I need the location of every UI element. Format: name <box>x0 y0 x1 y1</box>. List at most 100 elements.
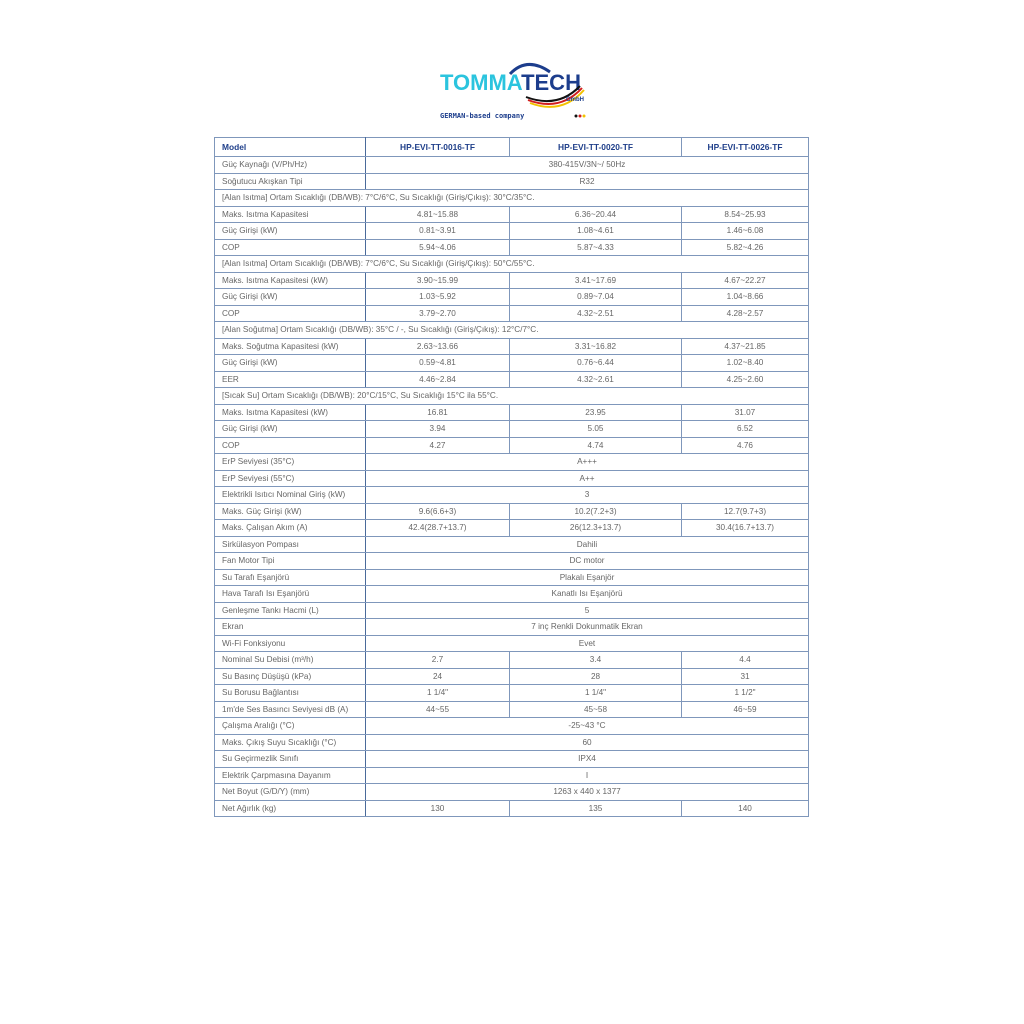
row-value: 6.36~20.44 <box>509 205 682 223</box>
table-row: Su Tarafı Eşanjörü Plakalı Eşanjör <box>214 568 809 586</box>
table-row: Güç Kaynağı (V/Ph/Hz) 380-415V/3N~/ 50Hz <box>214 156 809 174</box>
row-value-merged: A++ <box>365 469 809 487</box>
header-model-name: HP-EVI-TT-0020-TF <box>509 137 682 157</box>
table-row: EER 4.46~2.84 4.32~2.61 4.25~2.60 <box>214 370 809 388</box>
row-value: 1.02~8.40 <box>681 354 809 372</box>
row-label: Güç Girişi (kW) <box>214 288 366 306</box>
row-value: 46~59 <box>681 700 809 718</box>
section-row: [Sıcak Su] Ortam Sıcaklığı (DB/WB): 20°C… <box>214 387 809 405</box>
row-value: 44~55 <box>365 700 510 718</box>
row-value: 5.05 <box>509 420 682 438</box>
row-label: Fan Motor Tipi <box>214 552 366 570</box>
table-row: Güç Girişi (kW) 3.94 5.05 6.52 <box>214 420 809 438</box>
section-row: [Alan Isıtma] Ortam Sıcaklığı (DB/WB): 7… <box>214 255 809 273</box>
logo-text-tech: TECH <box>521 70 581 95</box>
row-value: 42.4(28.7+13.7) <box>365 519 510 537</box>
table-row: Çalışma Aralığı (°C) -25~43 °C <box>214 717 809 735</box>
row-label: Çalışma Aralığı (°C) <box>214 717 366 735</box>
row-value-merged: 60 <box>365 733 809 751</box>
table-row: COP 4.27 4.74 4.76 <box>214 436 809 454</box>
row-value: 1 1/4" <box>509 684 682 702</box>
table-row: Genleşme Tankı Hacmi (L) 5 <box>214 601 809 619</box>
row-value: 1.04~8.66 <box>681 288 809 306</box>
header-model-name: HP-EVI-TT-0016-TF <box>365 137 510 157</box>
row-label: Su Geçirmezlik Sınıfı <box>214 750 366 768</box>
row-label: Sirkülasyon Pompası <box>214 535 366 553</box>
row-value: 23.95 <box>509 403 682 421</box>
row-value-merged: IPX4 <box>365 750 809 768</box>
row-value: 0.76~6.44 <box>509 354 682 372</box>
row-value-merged: DC motor <box>365 552 809 570</box>
row-label: Güç Girişi (kW) <box>214 420 366 438</box>
row-value: 12.7(9.7+3) <box>681 502 809 520</box>
row-value: 4.32~2.51 <box>509 304 682 322</box>
row-value: 4.37~21.85 <box>681 337 809 355</box>
logo-wordmark: TOMMATECH <box>440 70 581 95</box>
row-value: 130 <box>365 799 510 817</box>
row-value: 28 <box>509 667 682 685</box>
row-value: 0.89~7.04 <box>509 288 682 306</box>
row-value: 30.4(16.7+13.7) <box>681 519 809 537</box>
table-row: Sirkülasyon Pompası Dahili <box>214 535 809 553</box>
row-value: 31 <box>681 667 809 685</box>
section-title: [Alan Isıtma] Ortam Sıcaklığı (DB/WB): 7… <box>214 255 809 273</box>
row-value: 1.03~5.92 <box>365 288 510 306</box>
table-row: 1m'de Ses Basıncı Seviyesi dB (A) 44~55 45… <box>214 700 809 718</box>
table-row: Maks. Çalışan Akım (A) 42.4(28.7+13.7) 26(… <box>214 519 809 537</box>
row-value: 4.81~15.88 <box>365 205 510 223</box>
row-value: 3.94 <box>365 420 510 438</box>
logo-tagline: GERMAN-based company <box>440 112 525 120</box>
row-label: Nominal Su Debisi (m³/h) <box>214 651 366 669</box>
tommatech-logo: TOMMATECH GmbH GERMAN-based company <box>440 63 586 120</box>
row-value-merged: -25~43 °C <box>365 717 809 735</box>
table-row: Su Geçirmezlik Sınıfı IPX4 <box>214 750 809 768</box>
row-value: 4.32~2.61 <box>509 370 682 388</box>
row-label: Net Ağırlık (kg) <box>214 799 366 817</box>
row-value: 2.7 <box>365 651 510 669</box>
table-row: ErP Seviyesi (55°C) A++ <box>214 469 809 487</box>
row-label: ErP Seviyesi (55°C) <box>214 469 366 487</box>
row-label: Su Borusu Bağlantısı <box>214 684 366 702</box>
section-row: [Alan Soğutma] Ortam Sıcaklığı (DB/WB): … <box>214 321 809 339</box>
table-row: Soğutucu Akışkan Tipi R32 <box>214 172 809 190</box>
table-header-row: Model HP-EVI-TT-0016-TF HP-EVI-TT-0020-TF H… <box>214 137 809 157</box>
row-value: 2.63~13.66 <box>365 337 510 355</box>
table-row: Nominal Su Debisi (m³/h) 2.7 3.4 4.4 <box>214 651 809 669</box>
table-row: Maks. Çıkış Suyu Sıcaklığı (°C) 60 <box>214 733 809 751</box>
row-value-merged: 1263 x 440 x 1377 <box>365 783 809 801</box>
row-value-merged: Dahili <box>365 535 809 553</box>
row-label: EER <box>214 370 366 388</box>
row-value: 45~58 <box>509 700 682 718</box>
table-row: Net Boyut (G/D/Y) (mm) 1263 x 440 x 1377 <box>214 783 809 801</box>
row-value-merged: 7 inç Renkli Dokunmatik Ekran <box>365 618 809 636</box>
row-value: 6.52 <box>681 420 809 438</box>
row-value-merged: R32 <box>365 172 809 190</box>
row-value: 5.82~4.26 <box>681 238 809 256</box>
row-label: Maks. Çalışan Akım (A) <box>214 519 366 537</box>
table-row: Elektrik Çarpmasına Dayanım I <box>214 766 809 784</box>
row-label: Elektrikli Isıtıcı Nominal Giriş (kW) <box>214 486 366 504</box>
header-model-name: HP-EVI-TT-0026-TF <box>681 137 809 157</box>
row-value-merged: Plakalı Eşanjör <box>365 568 809 586</box>
row-value: 1 1/2" <box>681 684 809 702</box>
table-row: Su Borusu Bağlantısı 1 1/4" 1 1/4" 1 1/2" <box>214 684 809 702</box>
table-row: Güç Girişi (kW) 0.59~4.81 0.76~6.44 1.02~8.… <box>214 354 809 372</box>
row-value: 4.74 <box>509 436 682 454</box>
row-value-merged: 380-415V/3N~/ 50Hz <box>365 156 809 174</box>
logo-text-tomma: TOMMA <box>440 70 523 95</box>
table-row: Hava Tarafı Isı Eşanjörü Kanatlı Isı Eşan… <box>214 585 809 603</box>
row-value: 1 1/4" <box>365 684 510 702</box>
row-label: 1m'de Ses Basıncı Seviyesi dB (A) <box>214 700 366 718</box>
table-row: Maks. Isıtma Kapasitesi (kW) 3.90~15.99 3.… <box>214 271 809 289</box>
row-value: 0.59~4.81 <box>365 354 510 372</box>
row-value: 3.31~16.82 <box>509 337 682 355</box>
table-row: COP 5.94~4.06 5.87~4.33 5.82~4.26 <box>214 238 809 256</box>
row-label: Ekran <box>214 618 366 636</box>
row-value: 1.46~6.08 <box>681 222 809 240</box>
row-label: COP <box>214 436 366 454</box>
row-label: Su Tarafı Eşanjörü <box>214 568 366 586</box>
section-title: [Alan Isıtma] Ortam Sıcaklığı (DB/WB): 7… <box>214 189 809 207</box>
section-row: [Alan Isıtma] Ortam Sıcaklığı (DB/WB): 7… <box>214 189 809 207</box>
row-label: ErP Seviyesi (35°C) <box>214 453 366 471</box>
row-value-merged: Kanatlı Isı Eşanjörü <box>365 585 809 603</box>
